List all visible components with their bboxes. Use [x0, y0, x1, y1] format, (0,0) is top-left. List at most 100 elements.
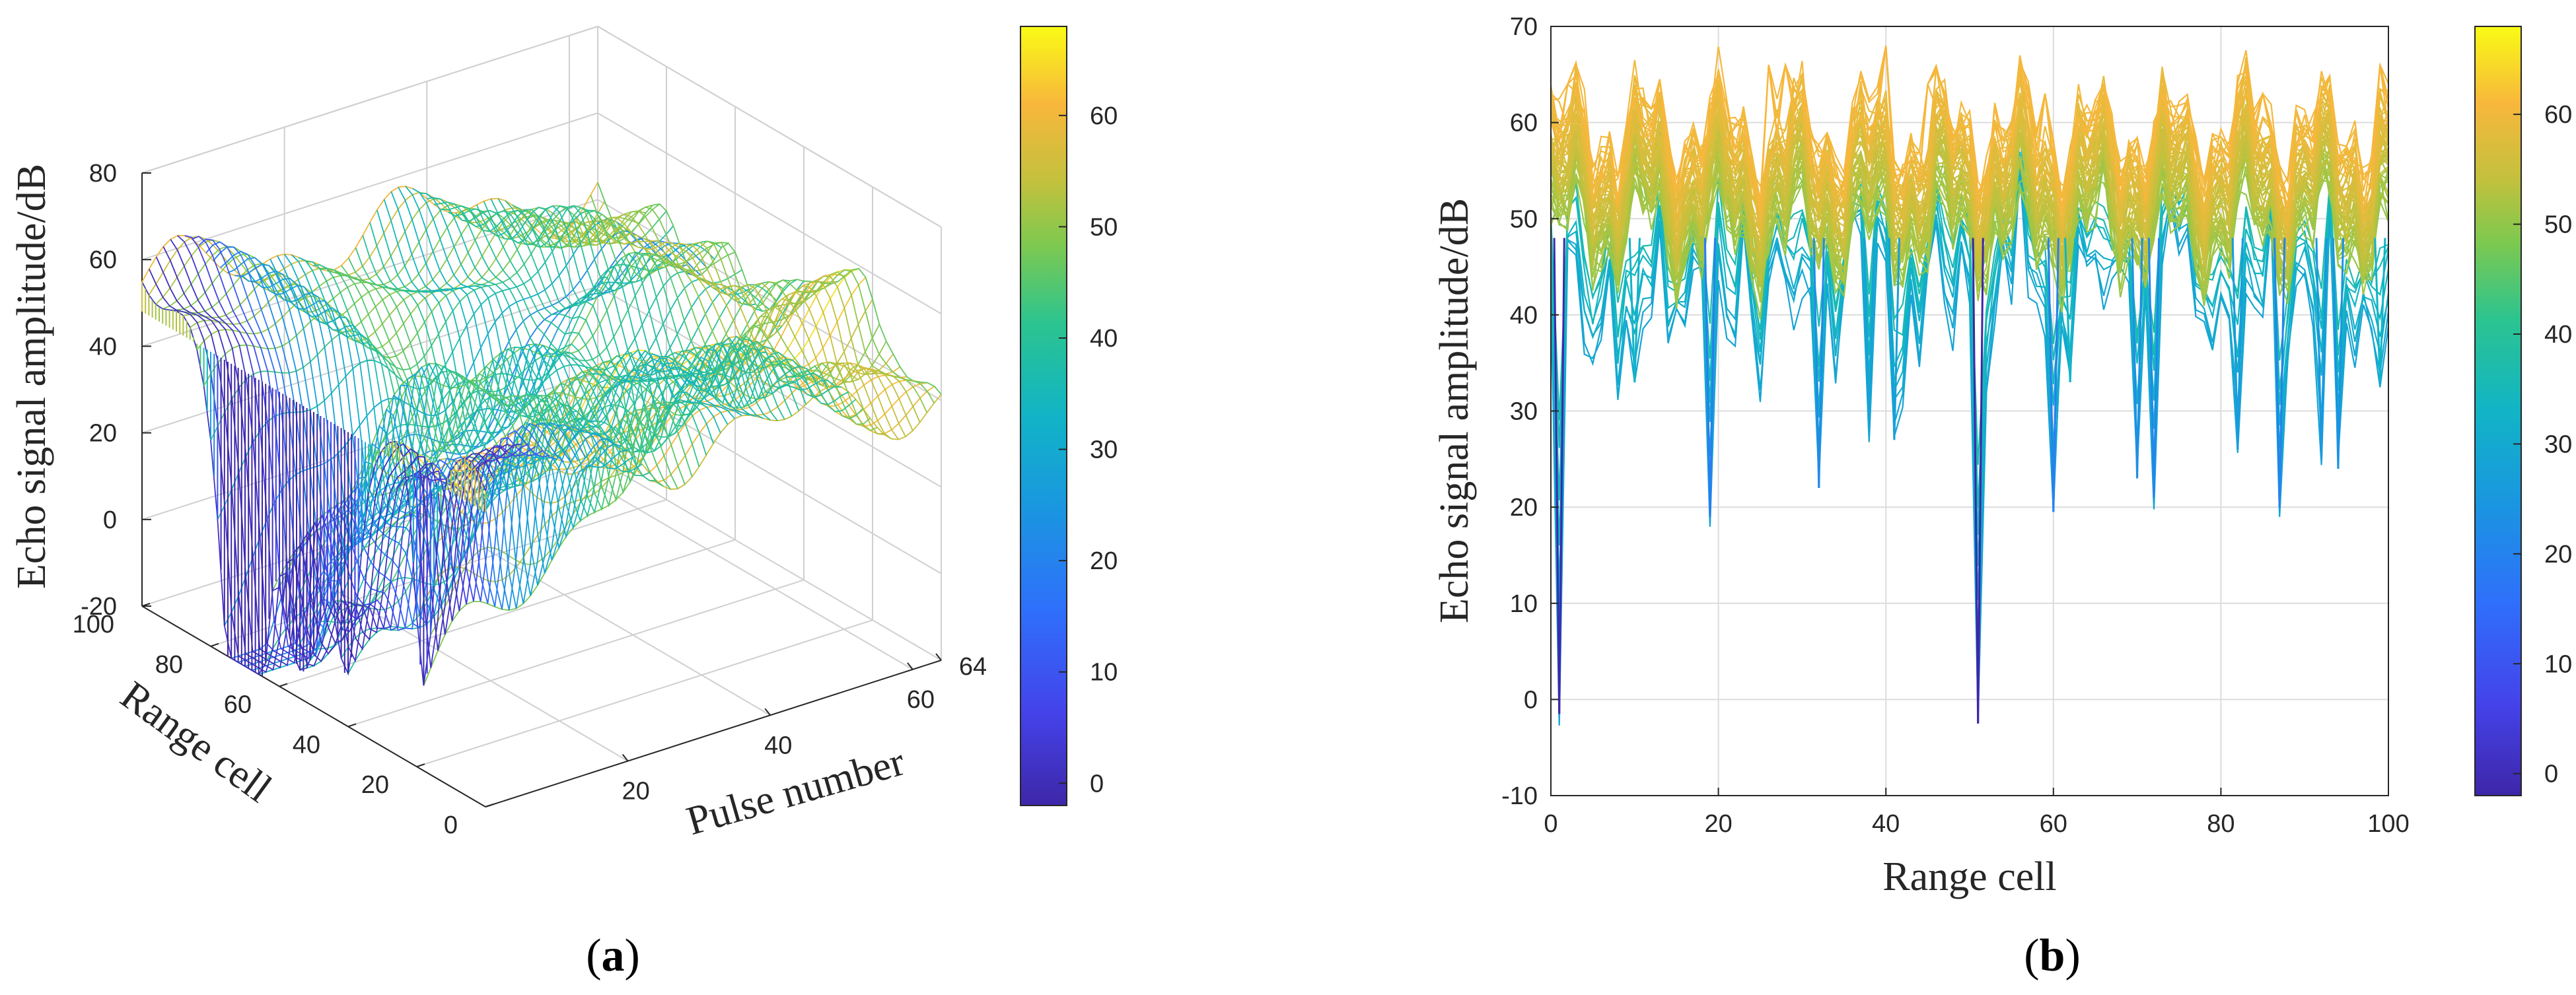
mesh-line-pulse [419, 192, 764, 449]
z-tick-label: 40 [89, 333, 117, 360]
panel-a-tick-labels: -20 0 20 40 60 80 0 20 40 60 80 100 20 40 60 64 [73, 160, 987, 839]
x-tick [907, 662, 913, 670]
z-tick-label: 0 [103, 506, 117, 534]
mesh-line-pulse [148, 269, 493, 673]
y-axis-line [141, 605, 486, 807]
panel-b-ylabel: Echo signal amplitude/dB [1432, 198, 1477, 623]
mesh-line-pulse [205, 241, 550, 651]
z-tick-label: 20 [89, 420, 117, 448]
mesh-line-pulse [219, 250, 565, 626]
min-point-spike [2147, 238, 2155, 498]
side-wall-grid-z [597, 459, 942, 661]
colorbar-tick-label: 20 [2544, 541, 2572, 568]
mesh-line-pulse [262, 263, 608, 574]
floor-grid-y [416, 619, 873, 768]
x-axis-line [485, 660, 942, 807]
y-tick [416, 763, 425, 768]
min-point-spike [2131, 238, 2139, 479]
x-tick-label: 20 [1704, 810, 1732, 838]
colorbar-tick-label: 10 [2544, 650, 2572, 678]
panel-a-zlabel: Echo signal amplitude/dB [9, 164, 54, 589]
mesh-line-pulse [583, 207, 928, 413]
panel-a-ylabel: Range cell [112, 673, 279, 811]
panel-b-series-lines [1550, 45, 2390, 726]
min-point-spike [2231, 238, 2239, 450]
colorbar-tick-label: 30 [2544, 430, 2572, 458]
series-line [1550, 45, 2390, 210]
y-tick-label: 40 [293, 731, 320, 759]
series-line [1550, 67, 2389, 213]
min-point-spike [2069, 238, 2077, 382]
mesh-line-pulse [213, 246, 557, 629]
x-tick-label: 64 [959, 653, 987, 681]
mesh-line-pulse [170, 239, 515, 666]
mesh-line-pulse [555, 221, 900, 440]
colorbar-tick-label: 40 [1090, 325, 1118, 353]
z-tick-label: 80 [89, 160, 117, 188]
min-point-spike [2136, 238, 2143, 479]
x-tick-label: 80 [2207, 810, 2235, 838]
x-tick [764, 708, 771, 716]
floor-grid-x [569, 468, 913, 670]
colorbar-tick-label: 20 [1090, 547, 1118, 575]
panel-b-colorbar: 0 10 20 30 40 50 60 [2474, 26, 2572, 796]
y-tick-label: 20 [361, 771, 389, 799]
caption-a: (a) [586, 930, 640, 981]
mesh-line-pulse [283, 254, 628, 539]
x-tick [622, 754, 629, 762]
mesh-line-pulse [505, 200, 849, 405]
colorbar-tick-label: 50 [2544, 211, 2572, 239]
mesh-line-pulse [234, 263, 579, 609]
min-point-spike [1888, 238, 1896, 440]
x-tick-label: 40 [764, 732, 792, 759]
x-tick-label: 40 [1872, 810, 1900, 838]
panel-a-colorbar: 0 10 20 30 40 50 60 [1020, 26, 1118, 806]
back-wall-grid-z [141, 112, 598, 261]
min-point-spike [1628, 238, 1636, 382]
colorbar-tick-label: 50 [1090, 213, 1118, 241]
mesh-line-range [141, 182, 598, 283]
x-tick [935, 653, 942, 661]
y-tick-label: 0 [1524, 686, 1538, 714]
mesh-line-pulse [162, 246, 507, 669]
colorbar-tick-label: 30 [1090, 436, 1118, 464]
panel-a-xlabel: Pulse number [682, 739, 910, 844]
mesh-line-pulse [433, 201, 778, 453]
min-point-spike [2379, 238, 2386, 382]
min-point-spike [1893, 238, 1900, 440]
y-tick-label: 80 [155, 651, 183, 679]
x-tick-label: 100 [2367, 810, 2409, 838]
min-point-spike [1553, 238, 1561, 714]
min-point-spike [2052, 238, 2059, 512]
mesh-line-pulse [575, 213, 921, 423]
min-point-spike [2278, 238, 2286, 508]
mesh-line-pulse [155, 256, 501, 671]
mesh-line-pulse [291, 254, 635, 530]
y-tick-label: 60 [224, 691, 252, 719]
side-wall-grid-z [597, 112, 942, 315]
mesh-line-pulse [561, 219, 906, 437]
mesh-line-pulse [141, 281, 486, 686]
min-point-spike [1633, 238, 1641, 382]
y-tick [347, 723, 357, 728]
y-tick [210, 642, 219, 647]
mesh-line-pulse [341, 265, 686, 495]
y-tick-label: -10 [1501, 782, 1538, 810]
colorbar-tick-label: 60 [2544, 101, 2572, 129]
box-edge [141, 26, 598, 174]
z-tick-label: -20 [81, 593, 117, 621]
min-point-spike [1703, 238, 1711, 517]
min-point-spike [2337, 238, 2345, 469]
y-tick-label: 50 [1510, 205, 1538, 233]
mesh-line-pulse [533, 219, 878, 432]
y-tick-label: 40 [1510, 302, 1538, 329]
min-point-spike [1972, 238, 1980, 724]
mesh-line-pulse [462, 210, 807, 438]
colorbar-tick-label: 0 [1090, 770, 1104, 798]
mesh-line-pulse [540, 221, 884, 436]
x-tick-label: 60 [907, 686, 935, 714]
y-tick [141, 603, 151, 607]
mesh-line-pulse [483, 201, 828, 404]
